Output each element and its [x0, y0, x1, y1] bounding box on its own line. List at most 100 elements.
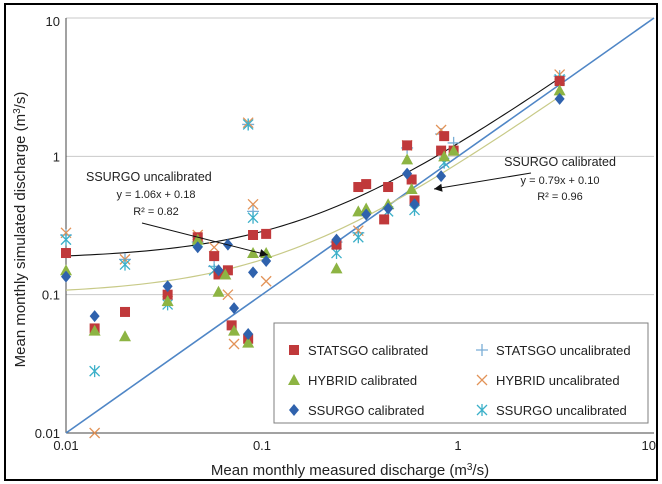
x-tick-label: 0.1 — [253, 438, 271, 453]
point-statsgo-calibrated — [162, 289, 173, 300]
point-ssurgo-calibrated — [89, 310, 100, 323]
point-statsgo-calibrated — [209, 251, 220, 262]
point-statsgo-calibrated — [554, 76, 565, 87]
legend-label-statsgo-calibrated: STATSGO calibrated — [308, 343, 428, 358]
y-tick-label: 1 — [53, 149, 60, 164]
point-statsgo-calibrated — [439, 131, 450, 142]
arrow-uncalibrated-shaft — [141, 222, 269, 256]
point-ssurgo-uncalibrated — [242, 118, 254, 131]
chart-svg: 0.01 0.1 1 10 0.01 0.1 1 10 Mean monthly measur… — [12, 14, 657, 480]
point-ssurgo-calibrated — [554, 92, 565, 105]
point-hybrid-uncalibrated — [222, 289, 234, 301]
annotation-uncalibrated-fit: SSURGO uncalibrated y = 1.06x + 0.18 R² … — [86, 170, 212, 218]
legend-label-ssurgo-uncalibrated: SSURGO uncalibrated — [496, 403, 627, 418]
fit-uncalibrated-line — [65, 77, 560, 257]
point-ssurgo-calibrated — [162, 280, 173, 293]
legend-label-statsgo-uncalibrated: STATSGO uncalibrated — [496, 343, 631, 358]
annotation-arrows — [141, 172, 532, 257]
point-hybrid-calibrated — [219, 268, 232, 280]
legend-label-hybrid-uncalibrated: HYBRID uncalibrated — [496, 373, 620, 388]
point-hybrid-calibrated — [330, 262, 343, 274]
point-hybrid-calibrated — [553, 84, 566, 96]
point-statsgo-calibrated — [361, 179, 372, 190]
legend-marker-ssurgo-calibrated — [289, 404, 299, 416]
point-hybrid-calibrated — [352, 205, 365, 217]
arrow-uncalibrated-head — [259, 249, 268, 257]
point-statsgo-calibrated — [61, 248, 71, 259]
annotation-uncalibrated-equation: y = 1.06x + 0.18 — [117, 189, 196, 201]
arrow-calibrated-shaft — [433, 172, 532, 190]
point-hybrid-calibrated — [447, 144, 460, 156]
point-ssurgo-uncalibrated — [60, 233, 72, 246]
figure-frame: 0.01 0.1 1 10 0.01 0.1 1 10 Mean monthly measur… — [4, 3, 658, 481]
annotation-uncalibrated-r2: R² = 0.82 — [133, 206, 179, 218]
arrow-calibrated-head — [434, 183, 443, 192]
point-ssurgo-calibrated — [436, 170, 447, 183]
point-hybrid-uncalibrated — [228, 338, 240, 350]
point-hybrid-calibrated — [242, 336, 255, 348]
annotation-calibrated-fit: SSURGO calibrated y = 0.79x + 0.10 R² = … — [504, 155, 616, 203]
y-axis-title: Mean monthly simulated discharge (m3/s) — [12, 92, 30, 368]
y-tick-label: 10 — [46, 14, 60, 29]
axes-layer — [65, 18, 654, 434]
annotation-calibrated-r2: R² = 0.96 — [537, 191, 583, 203]
point-hybrid-uncalibrated — [208, 241, 220, 253]
point-hybrid-calibrated — [191, 233, 204, 245]
x-tick-label: 1 — [454, 438, 461, 453]
point-hybrid-calibrated — [88, 324, 101, 336]
x-tick-label: 10 — [642, 438, 656, 453]
point-statsgo-calibrated — [353, 182, 364, 193]
legend-marker-ssurgo-uncalibrated — [476, 404, 488, 416]
legend-box — [273, 322, 649, 424]
annotation-calibrated-title: SSURGO calibrated — [504, 155, 616, 169]
point-statsgo-calibrated — [120, 306, 131, 317]
lines-layer — [65, 17, 655, 434]
legend-label-hybrid-calibrated: HYBRID calibrated — [308, 373, 417, 388]
point-ssurgo-calibrated — [409, 198, 420, 211]
point-ssurgo-uncalibrated — [89, 365, 101, 378]
point-ssurgo-calibrated — [261, 255, 272, 268]
legend-marker-statsgo-calibrated — [289, 345, 299, 355]
point-ssurgo-calibrated — [361, 208, 372, 221]
point-statsgo-calibrated — [379, 214, 390, 225]
point-hybrid-uncalibrated — [260, 275, 272, 287]
point-ssurgo-calibrated — [383, 202, 394, 215]
point-hybrid-calibrated — [60, 264, 72, 276]
legend-items: STATSGO calibrated STATSGO uncalibrated HY… — [288, 343, 631, 418]
point-hybrid-calibrated — [161, 294, 174, 306]
point-ssurgo-calibrated — [192, 241, 203, 254]
point-ssurgo-calibrated — [331, 233, 342, 246]
legend: STATSGO calibrated STATSGO uncalibrated HY… — [273, 322, 649, 424]
points-layer — [60, 69, 566, 439]
point-statsgo-calibrated — [222, 265, 233, 276]
point-ssurgo-calibrated — [229, 302, 240, 315]
x-axis-title: Mean monthly measured discharge (m3/s) — [211, 462, 489, 480]
point-statsgo-calibrated — [248, 229, 259, 240]
point-statsgo-calibrated — [402, 140, 413, 151]
point-hybrid-calibrated — [247, 247, 260, 259]
point-ssurgo-calibrated — [248, 266, 259, 279]
y-tick-label: 0.1 — [42, 288, 60, 303]
point-hybrid-calibrated — [438, 150, 451, 162]
point-ssurgo-uncalibrated — [119, 258, 131, 271]
fit-calibrated-line — [65, 96, 560, 291]
point-ssurgo-calibrated — [243, 327, 254, 340]
point-statsgo-calibrated — [406, 174, 417, 185]
legend-marker-hybrid-uncalibrated — [476, 374, 488, 386]
legend-marker-hybrid-calibrated — [288, 374, 300, 385]
legend-label-ssurgo-calibrated: SSURGO calibrated — [308, 403, 424, 418]
point-hybrid-calibrated — [119, 330, 132, 342]
point-ssurgo-calibrated — [402, 167, 413, 180]
one-to-one-line — [65, 17, 655, 434]
y-tick-label: 0.01 — [35, 426, 60, 441]
point-hybrid-calibrated — [212, 285, 225, 297]
point-hybrid-uncalibrated — [89, 427, 101, 439]
point-ssurgo-uncalibrated — [352, 231, 364, 244]
point-hybrid-calibrated — [401, 153, 414, 165]
legend-marker-statsgo-uncalibrated — [476, 344, 488, 356]
annotation-uncalibrated-title: SSURGO uncalibrated — [86, 170, 212, 184]
point-ssurgo-uncalibrated — [247, 211, 259, 224]
point-ssurgo-calibrated — [61, 270, 71, 283]
point-hybrid-calibrated — [360, 202, 373, 214]
point-hybrid-calibrated — [228, 324, 241, 336]
